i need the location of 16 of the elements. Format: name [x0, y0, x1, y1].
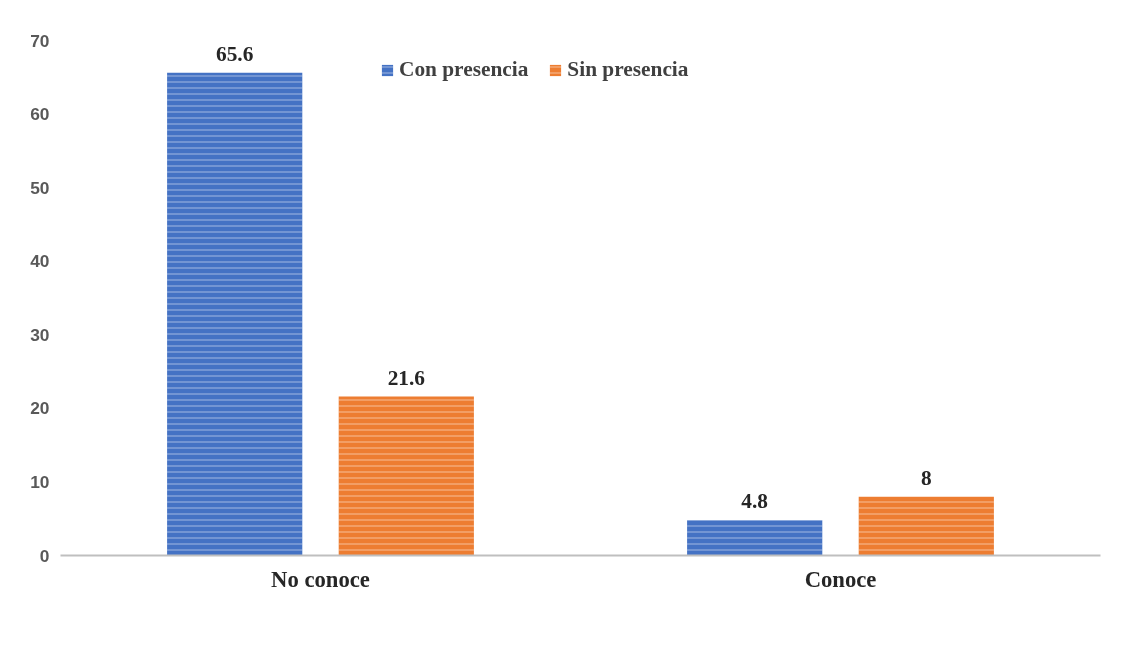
legend-label: Con presencia [399, 57, 529, 82]
data-label: 65.6 [216, 41, 254, 66]
data-label: 4.8 [741, 489, 769, 514]
legend-label: Sin presencia [567, 57, 689, 82]
y-tick-label: 10 [30, 471, 50, 492]
y-tick-label: 40 [30, 251, 50, 272]
y-tick-label: 50 [30, 177, 50, 198]
y-tick-label: 60 [30, 104, 50, 125]
y-tick-label: 30 [30, 324, 50, 345]
data-label: 21.6 [387, 365, 426, 390]
y-tick-label: 0 [39, 545, 50, 566]
x-tick-label: No conoce [271, 566, 370, 592]
x-tick-label: Conoce [804, 566, 877, 592]
data-label: 8 [920, 465, 932, 490]
y-tick-label: 20 [30, 398, 50, 419]
y-tick-label: 70 [30, 30, 50, 51]
